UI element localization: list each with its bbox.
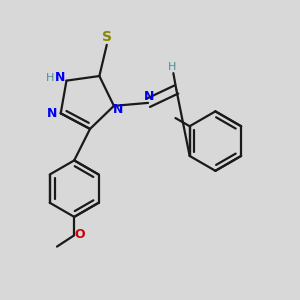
Text: N: N [112, 103, 123, 116]
Text: N: N [55, 71, 65, 84]
Text: N: N [46, 107, 57, 120]
Text: N: N [143, 90, 154, 103]
Text: H: H [46, 73, 54, 83]
Text: H: H [168, 61, 176, 72]
Text: S: S [102, 30, 112, 44]
Text: O: O [74, 228, 85, 241]
